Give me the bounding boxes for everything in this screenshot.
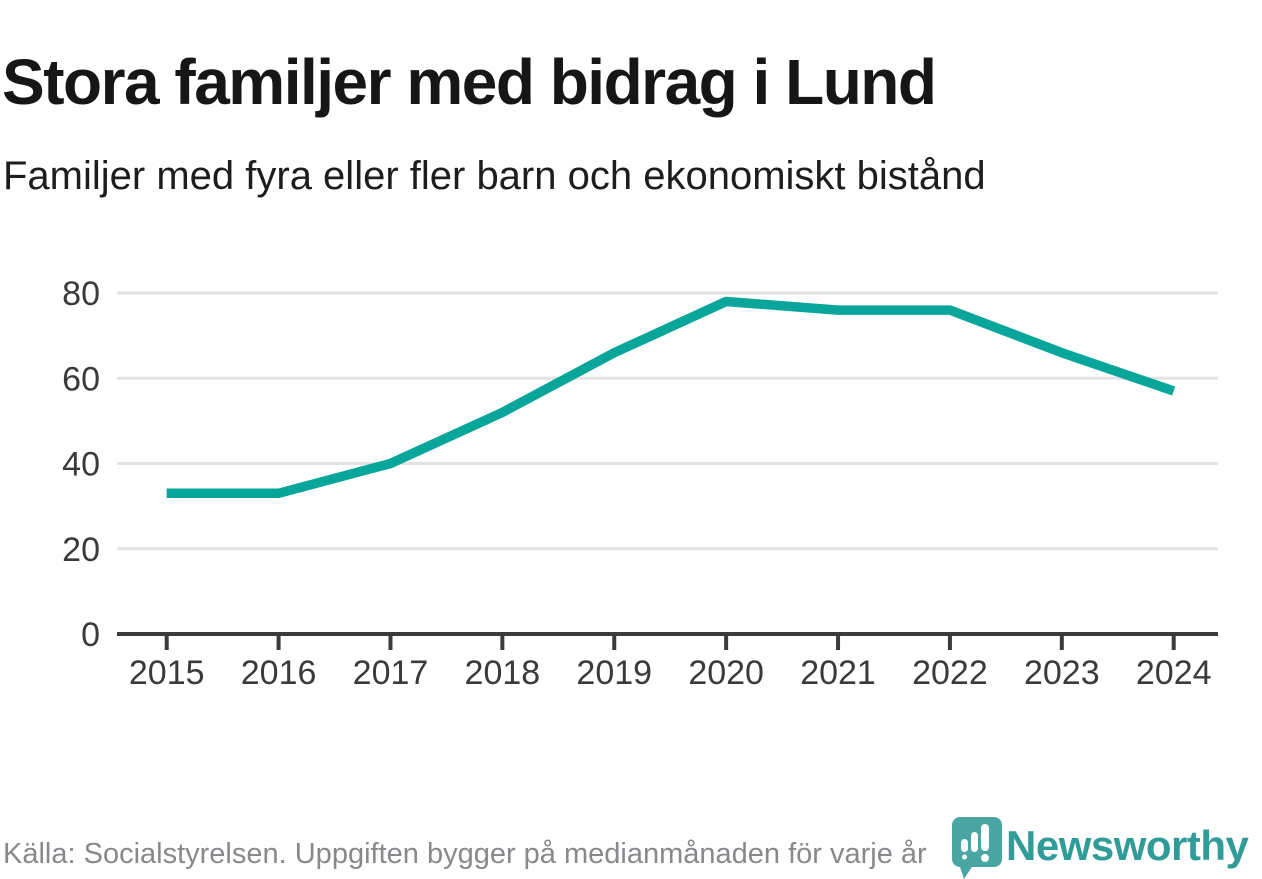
x-tick-label-2019: 2019	[576, 654, 652, 692]
x-tick-label-2017: 2017	[353, 654, 429, 692]
logo-exclamation-dot	[981, 854, 989, 862]
newsworthy-wordmark: Newsworthy	[1006, 822, 1249, 869]
logo-small-dot	[962, 854, 967, 860]
newsworthy-pin-chart-icon	[952, 817, 1002, 879]
line-chart: 0 20 40 60 80 2015 2016 2017 2018 2019 2020 2021 202…	[62, 275, 1218, 692]
x-tick-label-2021: 2021	[800, 654, 876, 692]
y-tick-label-20: 20	[62, 531, 100, 569]
chart-subtitle: Familjer med fyra eller fler barn och ek…	[3, 154, 986, 198]
x-tick-label-2024: 2024	[1136, 654, 1212, 692]
y-tick-label-60: 60	[62, 360, 100, 398]
logo-bar-tall	[981, 824, 989, 851]
y-tick-label-0: 0	[81, 616, 100, 654]
page-title: Stora familjer med bidrag i Lund	[2, 45, 937, 118]
x-tick-label-2022: 2022	[912, 654, 988, 692]
x-tick-label-2023: 2023	[1024, 654, 1100, 692]
source-note: Källa: Socialstyrelsen. Uppgiften bygger…	[3, 838, 927, 870]
y-tick-label-80: 80	[62, 275, 100, 313]
x-tick-label-2018: 2018	[465, 654, 541, 692]
logo-bar-medium	[971, 832, 978, 852]
data-line-series	[166, 296, 1176, 499]
y-tick-label-40: 40	[62, 446, 100, 484]
newsworthy-logo: Newsworthy	[948, 812, 1262, 879]
x-tick-label-2015: 2015	[129, 654, 205, 692]
x-tick-label-2020: 2020	[688, 654, 764, 692]
logo-bar-small	[961, 839, 968, 852]
x-tick-label-2016: 2016	[241, 654, 317, 692]
